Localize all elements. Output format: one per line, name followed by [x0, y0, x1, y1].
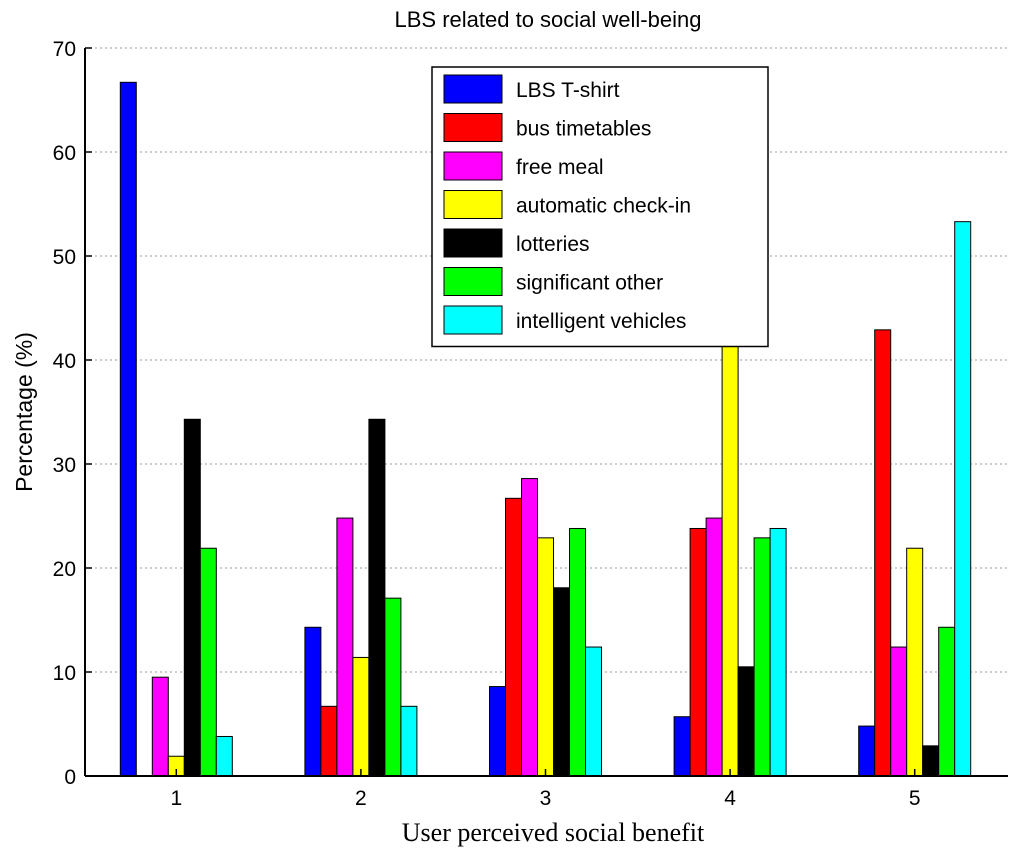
bar-lotteries-cat-2 — [368, 418, 386, 777]
axes — [84, 47, 1008, 777]
y-tick-label-20: 20 — [53, 558, 76, 581]
legend-label-automatic-check-in: automatic check-in — [516, 195, 691, 218]
bar-lotteries-cat-4 — [737, 666, 755, 777]
chart-title: LBS related to social well-being — [395, 7, 702, 32]
x-tick-label-3: 3 — [540, 787, 552, 810]
legend-swatch-free-meal — [443, 151, 503, 181]
bar-significant-other-cat-3 — [569, 527, 586, 777]
legend-swatch-significant-other — [443, 267, 503, 296]
y-tick-label-60: 60 — [53, 142, 76, 165]
bar-significant-other-cat-2 — [384, 597, 402, 777]
legend-label-lotteries: lotteries — [516, 233, 590, 256]
bar-free-meal-cat-5 — [890, 646, 908, 777]
bar-lbs-t-shirt-cat-2 — [304, 626, 322, 777]
bar-free-meal-cat-1 — [151, 676, 169, 777]
bar-significant-other-cat-4 — [753, 537, 771, 777]
legend-swatch-lbs-t-shirt — [443, 74, 503, 104]
legend-swatch-bus-timetables — [443, 113, 503, 142]
legend-swatch-lotteries — [443, 228, 503, 258]
bar-lbs-t-shirt-cat-4 — [673, 716, 691, 777]
legend-swatch-intelligent-vehicles — [443, 305, 503, 335]
legend-label-lbs-t-shirt: LBS T-shirt — [516, 79, 620, 102]
y-tick-label-30: 30 — [53, 454, 76, 477]
bar-automatic-check-in-cat-5 — [906, 547, 924, 777]
legend-label-bus-timetables: bus timetables — [516, 118, 651, 141]
x-tick-label-2: 2 — [355, 787, 367, 810]
bar-lotteries-cat-3 — [553, 587, 570, 777]
bar-bus-timetables-cat-4 — [689, 527, 707, 777]
bar-lbs-t-shirt-cat-1 — [119, 81, 137, 777]
bar-free-meal-cat-2 — [336, 517, 354, 777]
bar-lotteries-cat-1 — [183, 418, 201, 777]
x-tick-label-4: 4 — [724, 787, 736, 810]
y-tick-label-50: 50 — [53, 246, 76, 269]
bar-significant-other-cat-5 — [938, 626, 956, 777]
bar-free-meal-cat-4 — [705, 517, 723, 777]
tick-labels: 0 10 20 30 40 50 60 70 1 2 3 4 5 — [53, 38, 921, 810]
y-tick-label-0: 0 — [64, 766, 76, 789]
legend-label-free-meal: free meal — [516, 156, 604, 179]
y-axis-label: Percentage (%) — [11, 332, 37, 492]
bar-automatic-check-in-cat-4 — [721, 339, 739, 777]
legend: LBS T-shirt bus timetables free meal automa… — [431, 66, 769, 348]
bar-lotteries-cat-5 — [922, 745, 940, 777]
bar-intelligent-vehicles-cat-4 — [769, 527, 787, 777]
x-tick-label-5: 5 — [909, 787, 921, 810]
bar-intelligent-vehicles-cat-5 — [954, 221, 972, 777]
y-tick-label-10: 10 — [53, 662, 76, 685]
legend-label-significant-other: significant other — [516, 272, 663, 295]
x-axis-label: User perceived social benefit — [402, 818, 705, 847]
y-tick-label-40: 40 — [53, 350, 76, 373]
bar-intelligent-vehicles-cat-2 — [400, 705, 418, 777]
bar-automatic-check-in-cat-2 — [352, 656, 370, 777]
bar-intelligent-vehicles-cat-1 — [215, 735, 233, 777]
x-tick-label-1: 1 — [170, 787, 182, 810]
bar-bus-timetables-cat-3 — [505, 497, 522, 777]
bar-bus-timetables-cat-5 — [874, 329, 892, 777]
bar-bus-timetables-cat-2 — [320, 705, 338, 777]
bars — [119, 81, 972, 777]
legend-swatch-automatic-check-in — [443, 190, 503, 219]
bar-free-meal-cat-3 — [521, 478, 538, 777]
y-tick-label-70: 70 — [53, 38, 76, 61]
bar-automatic-check-in-cat-3 — [537, 537, 554, 777]
legend-label-intelligent-vehicles: intelligent vehicles — [516, 310, 686, 333]
bar-lbs-t-shirt-cat-5 — [858, 725, 876, 777]
bar-lbs-t-shirt-cat-3 — [489, 686, 506, 777]
bar-intelligent-vehicles-cat-3 — [585, 646, 602, 777]
bar-significant-other-cat-1 — [199, 547, 217, 777]
